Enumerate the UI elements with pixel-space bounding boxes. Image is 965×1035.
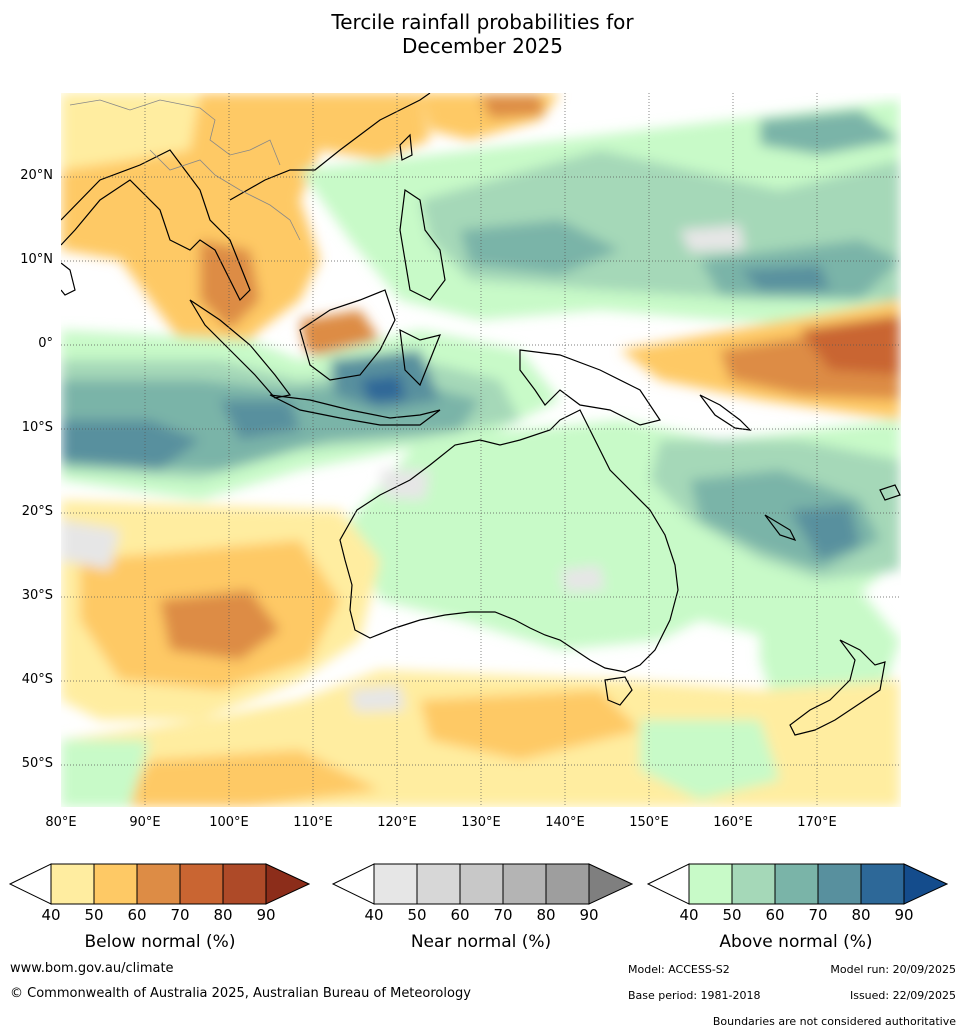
country-borders [69, 99, 301, 241]
colorbar-swatch [502, 863, 547, 905]
latitude-label: 20°S [21, 504, 53, 519]
field-blobs [61, 93, 900, 807]
title-line-1: Tercile rainfall probabilities for [331, 10, 634, 34]
philippines-coastline [399, 188, 446, 301]
colorbar-max-extend [588, 863, 634, 905]
tasmania-coastline [604, 676, 633, 706]
colorbar-tick-label: 40 [364, 906, 384, 924]
longitude-label: 120°E [377, 815, 417, 830]
colorbar-tick-label: 90 [894, 906, 914, 924]
colorbar-swatch [459, 863, 504, 905]
australia-coastline [339, 409, 679, 673]
new-caledonia-coastline [764, 514, 797, 542]
solomon-islands-coastline [699, 394, 752, 431]
copyright-text: © Commonwealth of Australia 2025, Austra… [10, 986, 471, 1001]
colorbar-swatch [373, 863, 418, 905]
colorbar-min-extend [646, 863, 690, 905]
colorbar-min-extend [331, 863, 375, 905]
colorbar-swatch [545, 863, 590, 905]
colorbar-near-title: Near normal (%) [410, 932, 552, 952]
colorbar-below-title: Below normal (%) [84, 932, 236, 952]
colorbar-swatch [222, 863, 267, 905]
colorbar-swatch [416, 863, 461, 905]
longitude-label: 140°E [545, 815, 585, 830]
sulawesi-coastline [399, 328, 441, 387]
title-line-2: December 2025 [402, 34, 563, 58]
colorbar-below [8, 860, 311, 950]
colorbar-tick-label: 50 [407, 906, 427, 924]
sri-lanka-coastline [61, 262, 76, 296]
colorbar-tick-label: 70 [808, 906, 828, 924]
new-guinea-coastline [519, 349, 661, 426]
colorbar-max-extend [903, 863, 949, 905]
colorbar-swatch [93, 863, 138, 905]
colorbar-tick-label: 90 [579, 906, 599, 924]
longitude-label: 80°E [45, 815, 77, 830]
colorbar-tick-label: 70 [493, 906, 513, 924]
longitude-label: 130°E [461, 815, 501, 830]
longitude-label: 170°E [797, 815, 837, 830]
colorbar-tick-label: 80 [213, 906, 233, 924]
longitude-label: 90°E [129, 815, 161, 830]
colorbar-swatch [136, 863, 181, 905]
colorbar-tick-label: 70 [170, 906, 190, 924]
rainfall-map [61, 93, 901, 807]
colorbar-above-title: Above normal (%) [719, 932, 873, 952]
colorbar-swatch [731, 863, 776, 905]
probability-fields [61, 93, 901, 807]
issued-date: Issued: 22/09/2025 [849, 989, 956, 1002]
china-coastline [229, 93, 431, 201]
borneo-coastline [299, 289, 396, 381]
latitude-label: 10°S [21, 420, 53, 435]
colorbar-tick-label: 80 [851, 906, 871, 924]
colorbar-below-swatches [8, 863, 311, 905]
colorbar-max-extend [265, 863, 311, 905]
fiji-coastline [879, 484, 901, 501]
longitude-label: 150°E [629, 815, 669, 830]
latitude-label: 50°S [21, 756, 53, 771]
map-area: 20°N 10°N 0° 10°S 20°S 30°S 40°S 50°S 80°E 90°E 1… [20, 93, 901, 830]
boundaries-note: Boundaries are not considered authoritat… [712, 1015, 956, 1028]
latitude-label: 10°N [20, 252, 53, 267]
coastlines [61, 93, 901, 736]
latitude-label: 40°S [21, 672, 53, 687]
longitude-label: 160°E [713, 815, 753, 830]
colorbar-tick-label: 60 [127, 906, 147, 924]
colorbar-swatch [688, 863, 733, 905]
latitude-label: 20°N [20, 168, 53, 183]
colorbar-near-swatches [331, 863, 634, 905]
map-title: Tercile rainfall probabilities for Decem… [0, 10, 965, 58]
latitude-label: 30°S [21, 588, 53, 603]
colorbar-swatch [774, 863, 819, 905]
longitude-label: 100°E [209, 815, 249, 830]
latitude-label: 0° [38, 336, 53, 351]
colorbar-above [646, 860, 949, 950]
base-period: Base period: 1981-2018 [628, 989, 761, 1002]
taiwan-coastline [399, 133, 413, 161]
longitude-label: 110°E [293, 815, 333, 830]
colorbar-tick-label: 90 [256, 906, 276, 924]
colorbar-tick-label: 60 [450, 906, 470, 924]
colorbar-near [331, 860, 634, 950]
website-link[interactable]: www.bom.gov.au/climate [10, 961, 174, 976]
colorbar-tick-label: 40 [41, 906, 61, 924]
sumatra-coastline [189, 299, 292, 399]
colorbar-tick-label: 50 [84, 906, 104, 924]
colorbar-tick-label: 60 [765, 906, 785, 924]
mainland-asia-coastline [61, 149, 251, 302]
new-zealand-coastline [789, 639, 886, 736]
model-run: Model run: 20/09/2025 [830, 963, 956, 976]
colorbar-tick-label: 50 [722, 906, 742, 924]
colorbar-swatch [817, 863, 862, 905]
colorbar-tick-label: 40 [679, 906, 699, 924]
colorbar-swatch [860, 863, 905, 905]
model-name: Model: ACCESS-S2 [628, 963, 730, 976]
colorbar-swatch [50, 863, 95, 905]
colorbar-tick-label: 80 [536, 906, 556, 924]
colorbar-min-extend [8, 863, 52, 905]
colorbar-above-swatches [646, 863, 949, 905]
gridlines [61, 93, 901, 807]
colorbar-swatch [179, 863, 224, 905]
java-coastline [269, 394, 441, 426]
